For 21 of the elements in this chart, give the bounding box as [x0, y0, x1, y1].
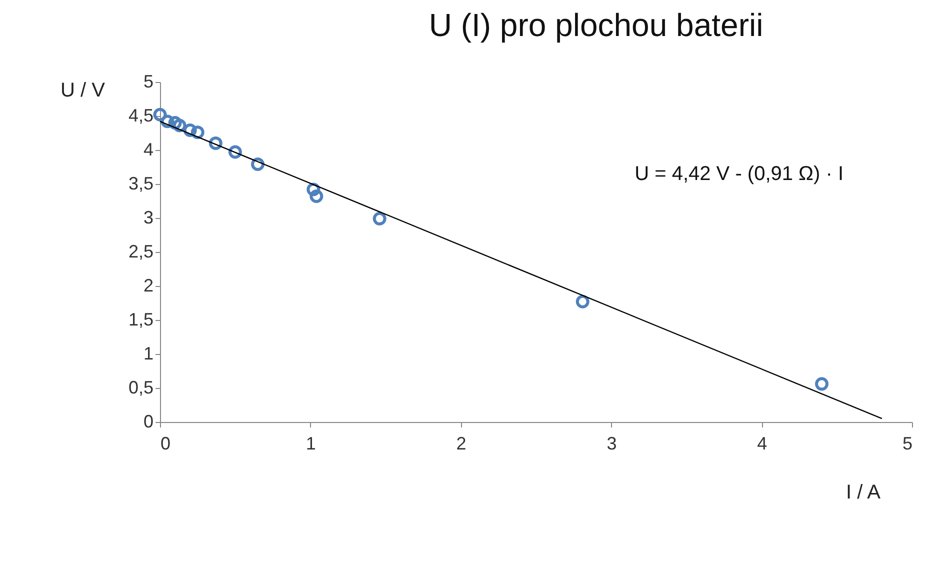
y-tick-label: 4 — [143, 140, 154, 160]
y-axis-title: U / V — [60, 80, 106, 102]
y-tick-label: 1 — [143, 344, 154, 364]
y-tick-label: 1,5 — [128, 310, 154, 330]
y-tick-label: 2,5 — [128, 242, 154, 262]
y-tick-label: 3,5 — [128, 174, 154, 194]
y-tick-label: 0,5 — [128, 378, 154, 398]
x-tick-label: 2 — [456, 434, 466, 454]
annotation: U = 4,42 V - (0,91 Ω) · I — [634, 162, 844, 185]
y-tick-label: 2 — [143, 276, 154, 296]
x-tick-label: 4 — [757, 434, 768, 454]
x-tick-label: 5 — [902, 434, 912, 454]
x-tick-label: 1 — [306, 434, 316, 454]
chart-title: U (I) pro plochou baterii — [428, 7, 764, 43]
y-tick-label: 3 — [143, 208, 154, 228]
x-tick-label: 0 — [160, 434, 171, 454]
y-tick-label: 4,5 — [128, 106, 154, 126]
x-tick-label: 3 — [606, 434, 617, 454]
y-tick-label: 0 — [143, 412, 154, 432]
y-tick-label: 5 — [143, 72, 154, 92]
x-axis-title: I / A — [846, 482, 882, 504]
